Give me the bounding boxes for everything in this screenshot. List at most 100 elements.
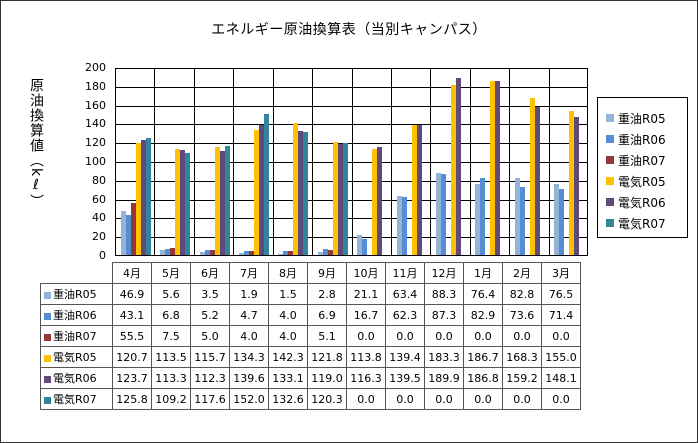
legend-key-icon <box>44 312 51 320</box>
table-cell: 1.9 <box>229 283 269 305</box>
y-tick: 60 <box>92 192 106 206</box>
legend-label: 重油R07 <box>618 153 666 168</box>
table-cell: 0.0 <box>541 388 581 410</box>
column-header: 7月 <box>229 262 269 284</box>
table-row: 電気R05 120.7 113.5 115.7 134.3 142.3 121.8 113.8… <box>40 346 581 368</box>
bar <box>495 81 501 255</box>
legend-key-icon <box>44 375 51 383</box>
bar <box>214 147 220 255</box>
gridline-vertical <box>509 69 511 255</box>
table-cell: 0.0 <box>502 388 542 410</box>
row-label: 重油R05 <box>53 288 97 301</box>
table-row: 重油R07 55.5 7.5 5.0 4.0 4.0 5.1 0.0 0.0 0.0 0.0 0.0 0… <box>40 325 581 347</box>
column-header: 2月 <box>502 262 542 284</box>
row-label: 電気R07 <box>53 393 97 406</box>
table-cell: 82.9 <box>463 304 503 326</box>
bar <box>238 253 244 255</box>
table-cell: 0.0 <box>541 325 581 347</box>
table-cell: 0.0 <box>463 325 503 347</box>
bar <box>140 139 146 255</box>
table-cell: 123.7 <box>112 367 152 389</box>
legend-label: 重油R05 <box>618 111 666 126</box>
legend-swatch-icon <box>606 219 614 227</box>
bar <box>554 183 560 255</box>
column-header: 9月 <box>307 262 347 284</box>
gridline-vertical <box>312 69 314 255</box>
table-cell: 113.8 <box>346 346 386 368</box>
column-header: 6月 <box>190 262 230 284</box>
table-cell: 6.9 <box>307 304 347 326</box>
table-cell: 21.1 <box>346 283 386 305</box>
legend-label: 電気R05 <box>618 174 666 189</box>
bar <box>204 250 210 255</box>
y-tick: 180 <box>85 79 106 93</box>
gridline-vertical <box>469 69 471 255</box>
y-tick: 0 <box>99 249 106 262</box>
y-tick: 160 <box>85 98 106 112</box>
bar <box>337 144 343 255</box>
bar <box>298 131 304 255</box>
table-cell: 63.4 <box>385 283 425 305</box>
bar <box>317 252 323 255</box>
bar <box>125 214 131 255</box>
table-cell: 6.8 <box>151 304 191 326</box>
column-header: 8月 <box>268 262 308 284</box>
table-cell: 5.0 <box>190 325 230 347</box>
table-cell: 0.0 <box>346 325 386 347</box>
y-axis-label: 原油換算値（kℓ） <box>28 78 44 210</box>
table-cell: 2.8 <box>307 283 347 305</box>
bar <box>258 125 264 255</box>
table-row: 電気R06 123.7 113.3 112.3 139.6 133.1 119.0 116.3… <box>40 367 581 389</box>
table-cell: 134.3 <box>229 346 269 368</box>
table-cell: 4.0 <box>268 325 308 347</box>
bar <box>224 145 230 255</box>
legend-item: 重油R07 <box>606 150 666 170</box>
table-cell: 120.3 <box>307 388 347 410</box>
bar <box>288 251 294 255</box>
table-cell: 88.3 <box>424 283 464 305</box>
table-cell: 109.2 <box>151 388 191 410</box>
table-cell: 46.9 <box>112 283 152 305</box>
y-tick: 40 <box>92 211 106 225</box>
bar <box>416 125 422 255</box>
table-cell: 113.3 <box>151 367 191 389</box>
table-cell: 76.4 <box>463 283 503 305</box>
row-header: 電気R05 <box>40 346 113 368</box>
table-cell: 121.8 <box>307 346 347 368</box>
legend-item: 電気R06 <box>606 192 666 212</box>
gridline-vertical <box>390 69 392 255</box>
y-tick: 80 <box>92 173 106 187</box>
legend-item: 重油R06 <box>606 129 666 149</box>
bar <box>263 113 269 255</box>
table-row: 電気R07 125.8 109.2 117.6 152.0 132.6 120.3 0.0 0.… <box>40 388 581 410</box>
table-cell: 4.0 <box>229 325 269 347</box>
bar <box>283 251 289 255</box>
table-cell: 3.5 <box>190 283 230 305</box>
bar <box>456 78 462 255</box>
table-cell: 155.0 <box>541 346 581 368</box>
bar <box>145 138 151 255</box>
chart-title: エネルギー原油換算表（当別キャンパス） <box>211 22 487 38</box>
gridline-vertical <box>193 69 195 255</box>
gridline-vertical <box>430 69 432 255</box>
table-cell: 1.5 <box>268 283 308 305</box>
table-cell: 119.0 <box>307 367 347 389</box>
bar <box>411 125 417 255</box>
y-tick: 20 <box>92 230 106 244</box>
bar <box>377 146 383 255</box>
table-cell: 82.8 <box>502 283 542 305</box>
legend-key-icon <box>44 333 51 341</box>
bar <box>219 150 225 255</box>
table-cell: 7.5 <box>151 325 191 347</box>
bar <box>332 141 338 255</box>
table-cell: 152.0 <box>229 388 269 410</box>
row-label: 重油R07 <box>53 330 97 343</box>
y-tick: 200 <box>85 61 106 74</box>
table-cell: 4.0 <box>268 304 308 326</box>
bar <box>372 149 378 255</box>
table-cell: 0.0 <box>424 325 464 347</box>
bar <box>559 188 565 255</box>
bar <box>243 250 249 255</box>
table-cell: 142.3 <box>268 346 308 368</box>
legend-swatch-icon <box>606 156 614 164</box>
